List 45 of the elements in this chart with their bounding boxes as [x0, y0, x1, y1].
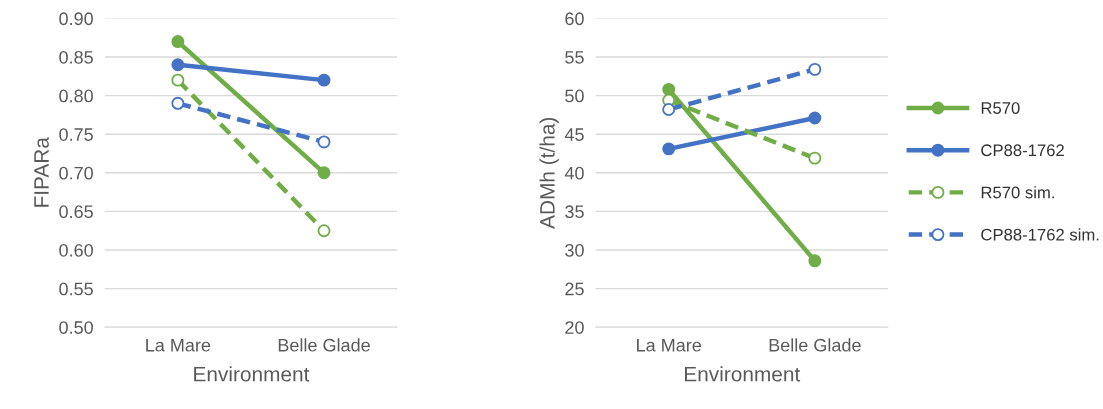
point	[808, 254, 822, 268]
point	[171, 96, 185, 110]
x-tick-label: La Mare	[146, 338, 211, 352]
y-tick-label: 0.70	[59, 166, 93, 180]
y-axis-title: ADMh (t/ha)	[539, 117, 559, 229]
x-axis-title: Environment	[685, 366, 801, 382]
point	[171, 73, 185, 87]
y-tick-label: 0.90	[59, 12, 93, 26]
y-tick-label: 0.50	[59, 321, 93, 334]
legend-label: CP88-1762	[981, 144, 1064, 157]
y-tick-label: 0.85	[59, 50, 93, 64]
point	[808, 151, 822, 165]
point	[171, 35, 185, 49]
point	[317, 224, 331, 238]
y-tick-label: 0.60	[59, 243, 93, 257]
x-tick-label: Belle Glade	[769, 338, 861, 352]
legend-label: R570 sim.	[981, 186, 1054, 199]
x-tick-label: La Mare	[637, 338, 702, 352]
point	[808, 111, 822, 125]
y-axis-title: FIPARa	[34, 137, 49, 207]
point	[662, 103, 676, 116]
point	[808, 62, 822, 76]
legend-label: CP88-1762 sim.	[981, 228, 1099, 241]
point	[317, 73, 331, 87]
y-tick-label: 0.80	[59, 89, 93, 103]
x-axis-title: Environment	[194, 366, 310, 382]
y-tick-label: 40	[564, 166, 584, 180]
y-tick-label: 0.75	[59, 128, 93, 141]
y-tick-label: 20	[565, 321, 584, 334]
y-tick-label: 55	[565, 51, 584, 64]
y-tick-label: 25	[565, 282, 584, 296]
y-tick-label: 30	[565, 243, 584, 257]
y-tick-label: 50	[565, 89, 584, 103]
point	[317, 135, 331, 149]
point	[662, 82, 676, 96]
point	[171, 58, 185, 72]
point	[317, 166, 331, 180]
point	[662, 142, 676, 156]
y-tick-label: 0.55	[59, 282, 93, 296]
y-tick-label: 45	[564, 128, 584, 141]
x-tick-label: Belle Glade	[278, 338, 370, 352]
legend-label: R570	[981, 102, 1020, 114]
y-tick-label: 35	[565, 205, 584, 219]
y-tick-label: 0.65	[59, 205, 93, 219]
y-tick-label: 60	[565, 12, 584, 26]
